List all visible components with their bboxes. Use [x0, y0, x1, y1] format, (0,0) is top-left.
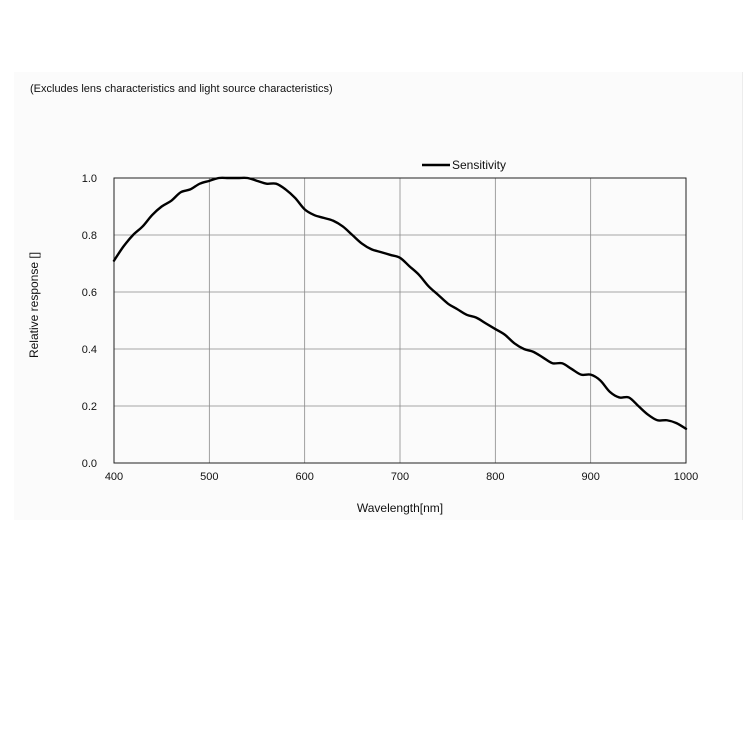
x-axis-ticks: 400 500 600 700 800 900 1000: [105, 471, 698, 483]
x-tick-label: 800: [486, 471, 504, 483]
y-axis-ticks: 0.0 0.2 0.4 0.6 0.8 1.0: [82, 173, 97, 470]
x-tick-label: 500: [200, 471, 218, 483]
series-line-sensitivity: [112, 176, 688, 430]
y-tick-label: 1.0: [82, 173, 97, 185]
y-axis-title: Relative response []: [27, 252, 41, 358]
x-tick-label: 400: [105, 471, 123, 483]
y-tick-label: 0.0: [82, 458, 97, 470]
y-tick-label: 0.4: [82, 344, 97, 356]
legend-label-sensitivity: Sensitivity: [452, 158, 506, 172]
y-tick-label: 0.2: [82, 401, 97, 413]
x-tick-label: 1000: [674, 471, 698, 483]
x-tick-label: 600: [295, 471, 313, 483]
grid: [114, 178, 686, 463]
figure-panel: [14, 72, 743, 520]
plot-frame: [113, 177, 687, 464]
y-tick-label: 0.8: [82, 230, 97, 242]
legend: Sensitivity: [422, 158, 506, 172]
x-tick-label: 900: [581, 471, 599, 483]
x-tick-label: 700: [391, 471, 409, 483]
chart-note: (Excludes lens characteristics and light…: [30, 83, 333, 95]
x-axis-title: Wavelength[nm]: [357, 501, 443, 515]
y-tick-label: 0.6: [82, 287, 97, 299]
